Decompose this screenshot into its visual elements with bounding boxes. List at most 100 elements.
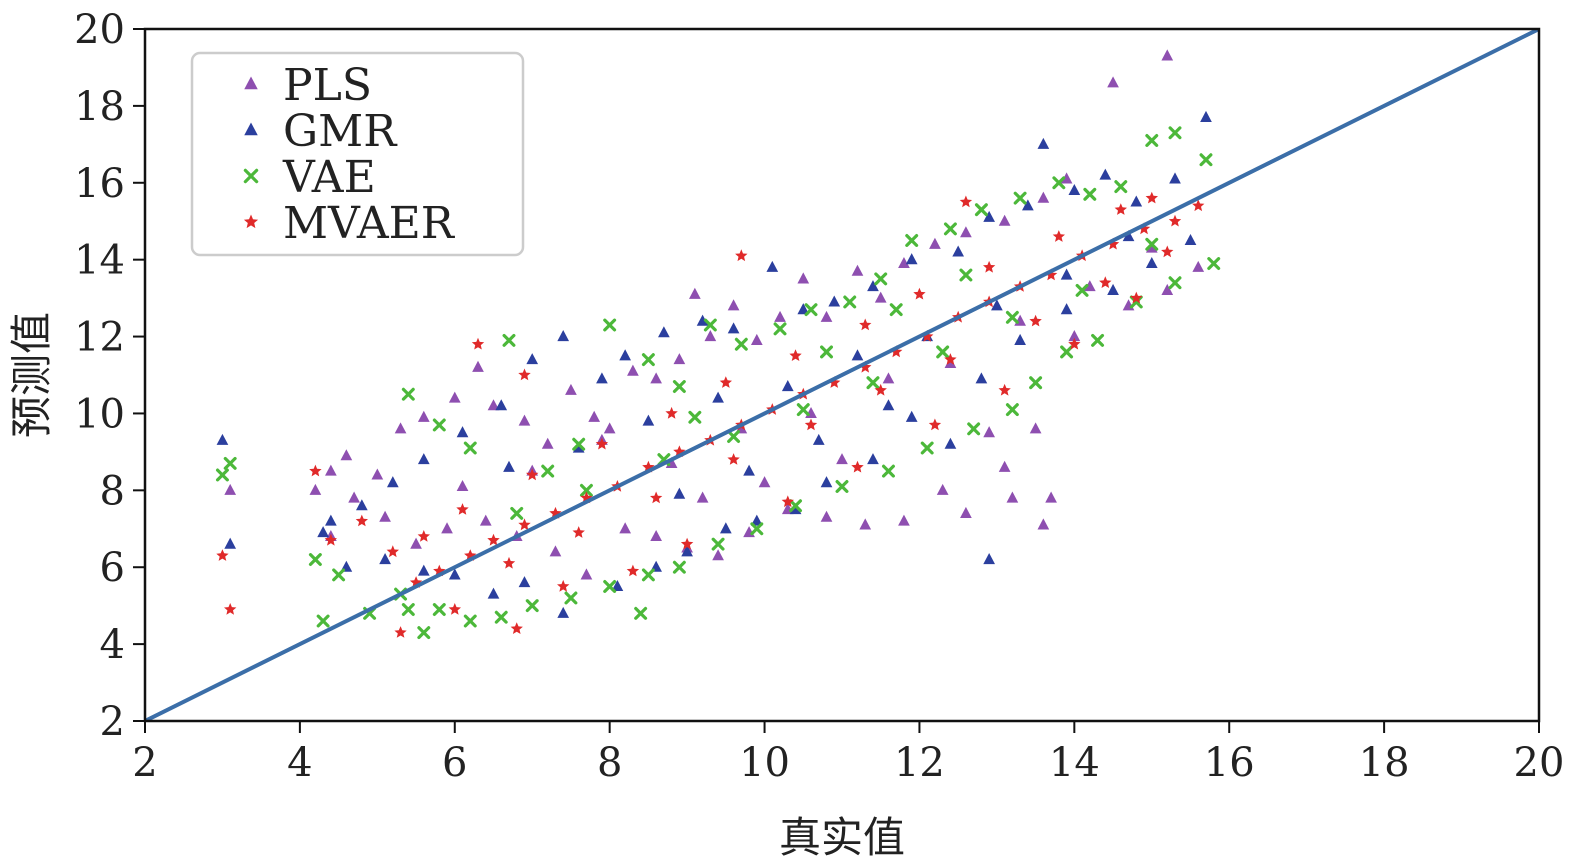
pls-point: [1107, 76, 1119, 88]
pls-point: [325, 464, 337, 476]
gmr-point: [642, 414, 655, 426]
gmr-point: [216, 433, 229, 445]
mvaer-point: [859, 360, 872, 373]
gmr-point: [1169, 172, 1181, 184]
pls-point: [1068, 330, 1081, 342]
pls-point: [441, 522, 453, 534]
pls-point: [882, 372, 895, 384]
vae-point: [572, 437, 586, 451]
vae-point: [734, 337, 748, 351]
gmr-point: [743, 464, 755, 476]
mvaer-point: [928, 418, 942, 431]
mvaer-point: [735, 249, 748, 262]
mvaer-point: [626, 564, 640, 577]
gmr-legend-marker: [244, 122, 258, 136]
y-tick-label: 4: [100, 622, 125, 668]
gmr-point: [991, 299, 1003, 311]
gmr-point: [882, 399, 895, 411]
pls-point: [1006, 491, 1019, 503]
pls-point: [650, 529, 662, 542]
gmr-point: [944, 437, 957, 449]
vae-point: [820, 345, 833, 359]
pls-point: [1029, 422, 1042, 434]
vae-point: [866, 376, 880, 390]
pls-point: [712, 549, 724, 561]
gmr-point: [1145, 257, 1158, 269]
vae-point: [401, 387, 415, 401]
mvaer-point: [1068, 337, 1081, 350]
mvaer-legend-marker: [243, 214, 259, 229]
vae-point: [215, 468, 229, 482]
pls-point: [348, 491, 360, 503]
gmr-point: [1060, 268, 1073, 280]
mvaer-point: [890, 345, 903, 358]
vae-point: [1168, 276, 1182, 290]
mvaer-point: [510, 622, 523, 634]
gmr-point: [572, 441, 585, 453]
gmr-point: [1099, 168, 1112, 180]
vae-point: [959, 268, 973, 282]
gmr-point: [557, 330, 570, 342]
mvaer-point: [680, 537, 694, 550]
y-tick-label: 16: [74, 161, 125, 207]
mvaer-point: [518, 368, 531, 381]
pls-point: [998, 460, 1011, 472]
gmr-point: [379, 553, 391, 565]
gmr-point: [487, 587, 500, 599]
vae-point: [750, 522, 764, 536]
gmr-point: [828, 295, 841, 307]
gmr-point: [867, 453, 879, 465]
mvaer-point: [394, 626, 407, 638]
pls-point: [518, 414, 531, 426]
vae-point: [432, 603, 446, 616]
vae-point: [1005, 310, 1019, 324]
x-tick-label: 8: [597, 740, 622, 786]
vae-point: [1029, 376, 1043, 390]
x-tick-label: 18: [1359, 740, 1410, 786]
mvaer-point: [518, 518, 531, 531]
vae-point: [1145, 134, 1159, 147]
pls-point: [379, 510, 391, 522]
gmr-point: [456, 426, 469, 438]
pls-point: [1045, 491, 1057, 503]
pls-point: [1145, 241, 1158, 253]
gmr-point: [1107, 283, 1119, 295]
vae-point: [672, 380, 686, 394]
vae-point: [463, 441, 477, 455]
pls-point: [340, 449, 353, 461]
vae-point: [1052, 176, 1066, 190]
gmr-point: [797, 303, 810, 315]
gmr-point: [557, 606, 570, 618]
pls-point: [998, 214, 1011, 226]
pls-point: [960, 226, 972, 238]
vae-point: [920, 441, 934, 455]
vae-point: [874, 272, 888, 286]
vae-point: [432, 418, 446, 432]
vae-point: [881, 464, 895, 478]
x-tick-label: 10: [739, 740, 790, 786]
mvaer-point: [944, 353, 957, 365]
x-tick-label: 2: [132, 740, 157, 786]
x-tick-label: 16: [1204, 740, 1255, 786]
mvaer-point: [448, 603, 461, 615]
pls-point: [1161, 283, 1174, 295]
gmr-point: [905, 253, 918, 265]
x-tick-label: 12: [894, 740, 945, 786]
mvaer-point: [665, 406, 678, 419]
pls-point: [774, 310, 786, 322]
pls-point: [851, 264, 864, 276]
mvaer-point: [789, 349, 802, 361]
gmr-point: [781, 380, 794, 392]
pls-point: [448, 391, 461, 403]
gmr-point: [789, 503, 802, 515]
vae-point: [316, 614, 330, 628]
mvaer-point: [224, 603, 237, 615]
gmr-point: [417, 453, 430, 465]
vae-point: [773, 322, 787, 336]
pls-point: [650, 372, 662, 384]
vae-point: [510, 506, 524, 520]
gmr-point: [1200, 110, 1212, 122]
gmr-point: [719, 522, 732, 534]
gmr-point: [1122, 230, 1135, 242]
